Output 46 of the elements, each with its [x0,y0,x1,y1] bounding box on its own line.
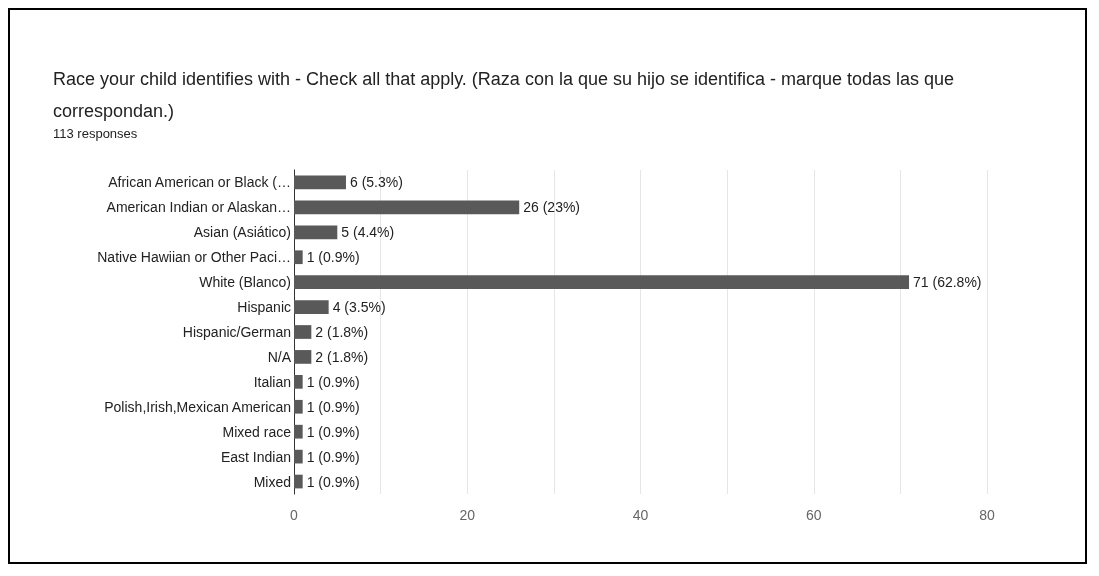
data-label: 1 (0.9%) [306,473,360,490]
y-tick-label: Mixed [253,473,291,490]
data-label: 1 (0.9%) [306,373,360,390]
bar [294,474,303,489]
y-tick-label: White (Blanco) [199,274,291,291]
x-tick-label: 20 [459,507,476,523]
x-tick-label: 80 [979,507,995,523]
data-label: 71 (62.8%) [913,274,982,291]
bar [294,399,303,414]
bar [294,350,312,364]
text: 113 responses [53,126,138,141]
y-tick-label: Hispanic [237,299,291,316]
bar [294,250,303,265]
bar [294,225,338,240]
bar [294,275,910,290]
bar [294,424,303,439]
bar [294,175,346,190]
data-label: 4 (3.5%) [332,299,386,316]
bar [294,374,303,389]
y-tick-label: Native Hawiian or Other Paci… [97,249,291,266]
data-label: 26 (23%) [523,199,581,216]
data-label: 1 (0.9%) [306,398,360,415]
chart-title: Race your child identifies with - Check all that apply. (Raza con la que su hijo se identifica - marque todas las que correspondan.) [53,69,960,121]
bar [294,300,329,314]
data-label: 5 (4.4%) [341,224,395,241]
bar [294,200,520,215]
y-tick-label: East Indian [220,448,291,465]
y-tick-label: American Indian or Alaskan… [106,199,291,216]
x-tick-label: 0 [290,507,299,523]
bar [294,325,312,339]
x-tick-label: 40 [632,507,649,523]
y-tick-label: Hispanic/German [182,324,291,340]
y-tick-label: Mixed race [222,423,292,440]
y-tick-label: Polish,Irish,Mexican American [104,398,291,415]
data-label: 1 (0.9%) [306,423,360,440]
y-tick-label: Asian (Asiático) [193,224,291,241]
data-label: 6 (5.3%) [349,174,403,191]
data-label: 1 (0.9%) [306,249,360,266]
y-tick-label: Italian [253,373,291,390]
bar [294,449,303,464]
y-tick-label: N/A [267,348,292,365]
data-label: 2 (1.8%) [315,324,369,340]
y-tick-label: African American or Black (… [108,174,291,191]
data-label: 1 (0.9%) [306,448,360,465]
data-label: 2 (1.8%) [315,348,369,365]
x-tick-label: 60 [805,507,822,523]
